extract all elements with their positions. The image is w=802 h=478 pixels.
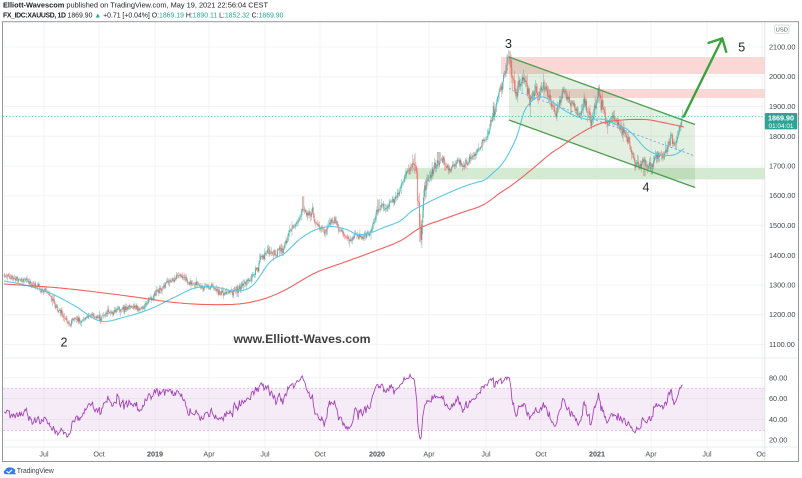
svg-text:1500.00: 1500.00 — [769, 221, 795, 230]
svg-text:Oct: Oct — [93, 450, 104, 459]
svg-text:2021: 2021 — [589, 450, 605, 459]
svg-text:01:04:01: 01:04:01 — [769, 123, 794, 130]
svg-text:1200.00: 1200.00 — [769, 310, 795, 319]
svg-text:80.00: 80.00 — [769, 373, 787, 382]
svg-text:40.00: 40.00 — [769, 415, 787, 424]
svg-text:1100.00: 1100.00 — [769, 340, 795, 349]
svg-text:1800.00: 1800.00 — [769, 132, 795, 141]
svg-text:Elliott-Wavescom published on: Elliott-Wavescom published on TradingVie… — [3, 1, 268, 10]
svg-text:60.00: 60.00 — [769, 394, 787, 403]
svg-text:Oct: Oct — [314, 450, 325, 459]
svg-text:2: 2 — [61, 336, 68, 350]
svg-text:1900.00: 1900.00 — [769, 102, 795, 111]
svg-text:FX_IDC:XAUUSD, 1D 1869.90 ▲ +0: FX_IDC:XAUUSD, 1D 1869.90 ▲ +0.71 [+0.04… — [3, 12, 284, 19]
svg-text:1869.90: 1869.90 — [768, 114, 794, 123]
svg-text:1600.00: 1600.00 — [769, 191, 795, 200]
svg-text:Jul: Jul — [39, 450, 49, 459]
svg-text:Oct: Oct — [535, 450, 546, 459]
svg-text:Apr: Apr — [203, 450, 215, 459]
svg-text:20.00: 20.00 — [769, 436, 787, 445]
svg-text:TradingView: TradingView — [17, 468, 55, 475]
svg-text:4: 4 — [643, 181, 650, 195]
svg-text:Apr: Apr — [645, 450, 657, 459]
svg-text:1400.00: 1400.00 — [769, 251, 795, 260]
svg-text:1300.00: 1300.00 — [769, 281, 795, 290]
svg-text:Jul: Jul — [260, 450, 270, 459]
svg-text:2100.00: 2100.00 — [769, 43, 795, 52]
svg-text:www.Elliott-Waves.com: www.Elliott-Waves.com — [232, 332, 370, 346]
svg-text:2019: 2019 — [147, 450, 163, 459]
svg-text:2000.00: 2000.00 — [769, 72, 795, 81]
svg-text:5: 5 — [738, 41, 745, 55]
svg-text:Jul: Jul — [702, 450, 712, 459]
svg-text:3: 3 — [505, 37, 512, 51]
svg-text:USD: USD — [776, 28, 788, 34]
svg-text:Oct: Oct — [756, 450, 767, 459]
svg-text:Jul: Jul — [481, 450, 491, 459]
svg-text:2020: 2020 — [369, 450, 385, 459]
svg-text:1700.00: 1700.00 — [769, 162, 795, 171]
svg-text:Apr: Apr — [423, 450, 435, 459]
